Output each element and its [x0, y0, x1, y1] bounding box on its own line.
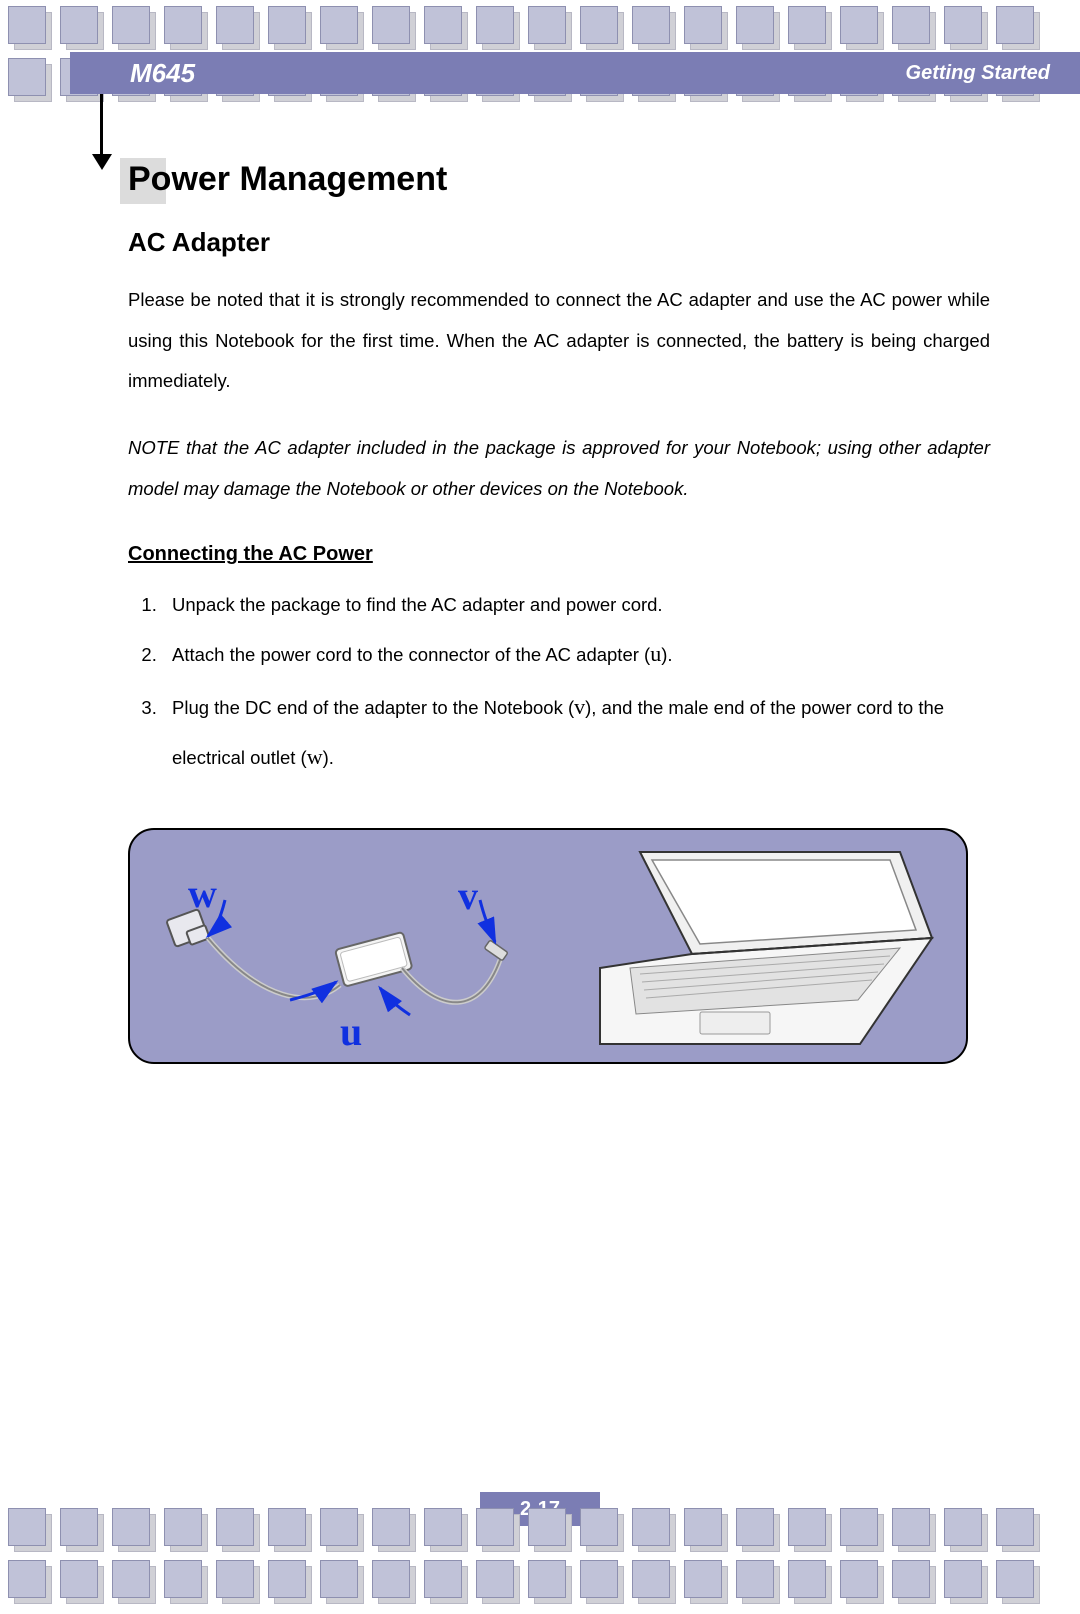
- callout-v: v: [458, 872, 478, 919]
- ref-w: w: [307, 744, 323, 769]
- figure-panel: w v u: [128, 828, 968, 1064]
- step-3-text-c: ).: [323, 747, 334, 768]
- model-label: M645: [130, 58, 195, 89]
- connection-diagram: [130, 830, 966, 1062]
- step-1: Unpack the package to find the AC adapte…: [162, 584, 990, 627]
- step-2-text-b: ).: [661, 644, 672, 665]
- pointer-line: [100, 94, 103, 158]
- note-paragraph: NOTE that the AC adapter included in the…: [128, 428, 990, 509]
- steps-list: Unpack the package to find the AC adapte…: [128, 584, 990, 782]
- step-1-text: Unpack the package to find the AC adapte…: [172, 594, 663, 615]
- callout-u: u: [340, 1008, 362, 1055]
- manual-page: M645 Getting Started Power Management AC…: [0, 0, 1080, 1614]
- step-3: Plug the DC end of the adapter to the No…: [162, 682, 990, 783]
- page-title: Power Management: [128, 160, 990, 199]
- header-bar: M645 Getting Started: [70, 52, 1080, 94]
- step-2: Attach the power cord to the connector o…: [162, 629, 990, 680]
- pointer-arrow: [92, 154, 112, 170]
- content-area: Power Management AC Adapter Please be no…: [128, 160, 990, 785]
- subtitle: AC Adapter: [128, 227, 990, 258]
- decor-strip-bottom: [0, 1506, 1080, 1610]
- subheading: Connecting the AC Power: [128, 543, 990, 566]
- callout-w: w: [188, 870, 217, 917]
- step-2-text-a: Attach the power cord to the connector o…: [172, 644, 650, 665]
- ref-u: u: [650, 641, 661, 666]
- section-label: Getting Started: [906, 62, 1050, 85]
- intro-paragraph: Please be noted that it is strongly reco…: [128, 280, 990, 402]
- ref-v: v: [574, 694, 585, 719]
- step-3-text-a: Plug the DC end of the adapter to the No…: [172, 697, 574, 718]
